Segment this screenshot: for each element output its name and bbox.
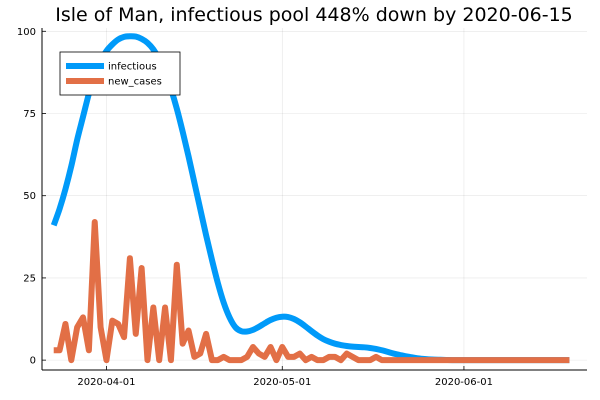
y-tick-label: 75 [23,109,36,120]
y-tick-label: 100 [17,27,36,38]
legend: infectious new_cases [59,51,181,96]
x-tick-label: 2020-06-01 [435,377,493,388]
axes [41,28,587,371]
y-tick-label: 25 [23,273,36,284]
x-tick-label: 2020-04-01 [77,377,135,388]
x-tick-label: 2020-05-01 [253,377,311,388]
y-tick-label: 50 [23,191,36,202]
series-line-new-cases [53,219,570,364]
series-line-infectious [50,33,570,364]
legend-box [59,51,181,96]
series [50,33,570,364]
legend-label-infectious: infectious [108,62,157,73]
y-tick-label: 0 [30,356,36,367]
tick-labels: 0 25 50 75 100 2020-04-01 2020-05-01 2020-06-01 [17,27,493,388]
chart-title: Isle of Man, infectious pool 448% down b… [55,4,573,26]
legend-label-new-cases: new_cases [108,77,162,88]
